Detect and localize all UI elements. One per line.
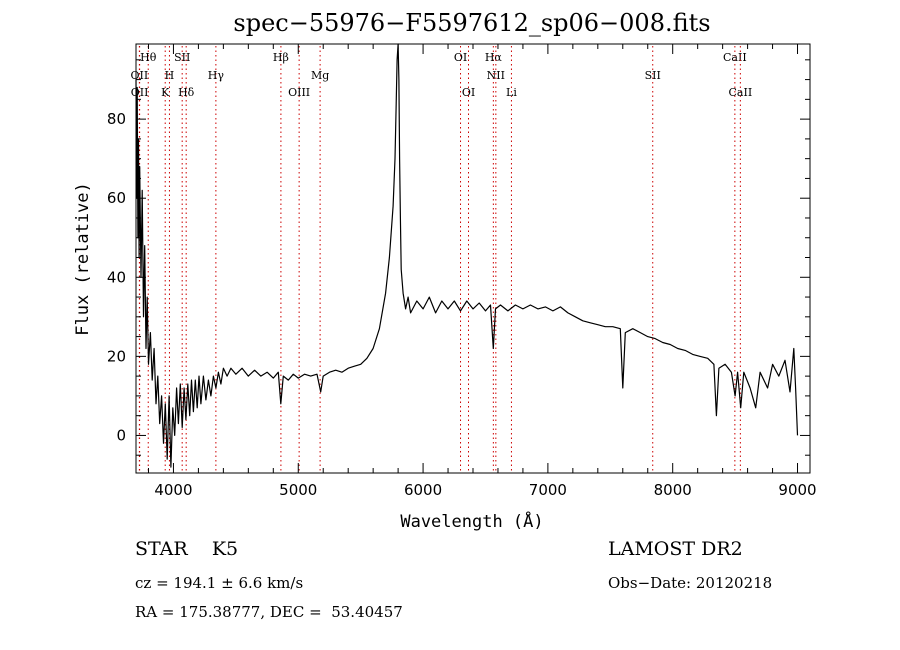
spectral-line-label: Hδ xyxy=(178,86,195,99)
x-tick-label: 5000 xyxy=(279,481,317,499)
spectral-line-label: H xyxy=(165,69,175,82)
spectral-line-label: SII xyxy=(174,51,190,64)
spectral-line-label: Hθ xyxy=(140,51,157,64)
spectral-line-label: SII xyxy=(645,69,661,82)
y-axis-label: Flux (relative) xyxy=(73,182,93,336)
spectral-line-label: CaII xyxy=(723,51,747,64)
y-tick-label: 80 xyxy=(107,110,126,128)
spectral-line-label: Mg xyxy=(311,69,329,82)
x-axis-label: Wavelength (Å) xyxy=(400,510,543,532)
x-tick-label: 4000 xyxy=(154,481,192,499)
spectral-line-label: Li xyxy=(506,86,517,99)
spectral-line-label: OI xyxy=(454,51,467,64)
spectral-line-label: Hβ xyxy=(273,51,289,64)
y-tick-label: 0 xyxy=(116,426,126,444)
survey-name: LAMOST DR2 xyxy=(608,538,743,560)
spectral-line-label: OII xyxy=(131,69,149,82)
spectral-line-label: OII xyxy=(131,86,149,99)
spectral-line-label: K xyxy=(161,86,170,99)
spectral-line-label: Hγ xyxy=(208,69,225,82)
plot-frame xyxy=(135,43,811,474)
spectral-line-label: OI xyxy=(462,86,475,99)
redshift-cz: cz = 194.1 ± 6.6 km/s xyxy=(135,574,304,592)
observation-date: Obs−Date: 20120218 xyxy=(608,574,773,592)
y-tick-label: 60 xyxy=(107,189,126,207)
x-tick-label: 6000 xyxy=(404,481,442,499)
x-tick-label: 7000 xyxy=(529,481,567,499)
y-tick-label: 20 xyxy=(107,347,126,365)
ra-dec-coordinates: RA = 175.38777, DEC = 53.40457 xyxy=(135,603,403,621)
spectral-line-label: CaII xyxy=(729,86,753,99)
y-tick-label: 40 xyxy=(107,268,126,286)
axes: 4000 5000 6000 7000 8000 9000 0 20 40 60 80 xyxy=(107,44,817,499)
object-class: STAR K5 xyxy=(135,538,239,560)
x-tick-label: 8000 xyxy=(654,481,692,499)
spectrum-line xyxy=(135,43,799,468)
chart-title: spec−55976−F5597612_sp06−008.fits xyxy=(233,9,710,37)
spectral-line-label: NII xyxy=(487,69,505,82)
spectral-line-label: Hα xyxy=(485,51,503,64)
spectral-line-label: OIII xyxy=(288,86,310,99)
x-tick-label: 9000 xyxy=(778,481,816,499)
